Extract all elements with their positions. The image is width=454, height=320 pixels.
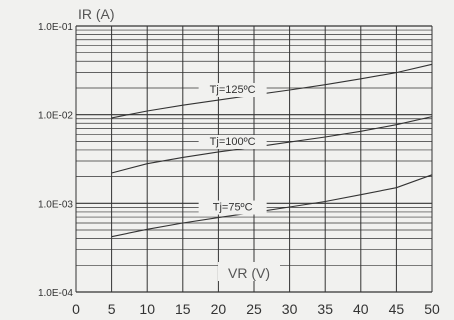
series-label: Tj=100ºC xyxy=(210,136,256,148)
x-tick-label: 35 xyxy=(317,301,333,317)
x-tick-label: 25 xyxy=(246,301,262,317)
x-tick-label: 30 xyxy=(282,301,298,317)
series-lines xyxy=(111,63,433,238)
series-labels: Tj=125ºC Tj=100ºC Tj=75ºC xyxy=(198,83,267,215)
x-tick-label: 50 xyxy=(424,301,440,317)
series-label: Tj=125ºC xyxy=(210,84,256,96)
x-tick-label: 40 xyxy=(353,301,369,317)
y-tick-label: 1.0E-04 xyxy=(38,288,73,299)
series-label-backdrop xyxy=(198,200,267,215)
x-tick-label: 15 xyxy=(175,301,191,317)
series-line xyxy=(111,116,433,174)
y-tick-labels: 1.0E-04 1.0E-03 1.0E-02 1.0E-01 xyxy=(38,22,73,299)
y-axis-title: IR (A) xyxy=(78,6,115,22)
series-label: Tj=75ºC xyxy=(213,202,253,214)
y-tick-label: 1.0E-03 xyxy=(38,199,73,210)
x-tick-label: 5 xyxy=(108,301,116,317)
x-tick-label: 0 xyxy=(72,301,80,317)
x-tick-label: 20 xyxy=(211,301,227,317)
y-tick-label: 1.0E-01 xyxy=(38,22,73,33)
x-tick-labels: 0 5 10 15 20 25 30 35 40 45 50 xyxy=(72,301,440,317)
x-axis-title: VR (V) xyxy=(228,265,270,281)
y-tick-label: 1.0E-02 xyxy=(38,111,73,122)
series-line xyxy=(111,63,433,119)
series-line xyxy=(111,174,433,238)
series-label-backdrop xyxy=(198,135,267,150)
series-label-backdrop xyxy=(198,83,267,98)
x-axis-title-backdrop xyxy=(218,262,280,281)
x-tick-label: 10 xyxy=(139,301,155,317)
x-tick-label: 45 xyxy=(389,301,405,317)
